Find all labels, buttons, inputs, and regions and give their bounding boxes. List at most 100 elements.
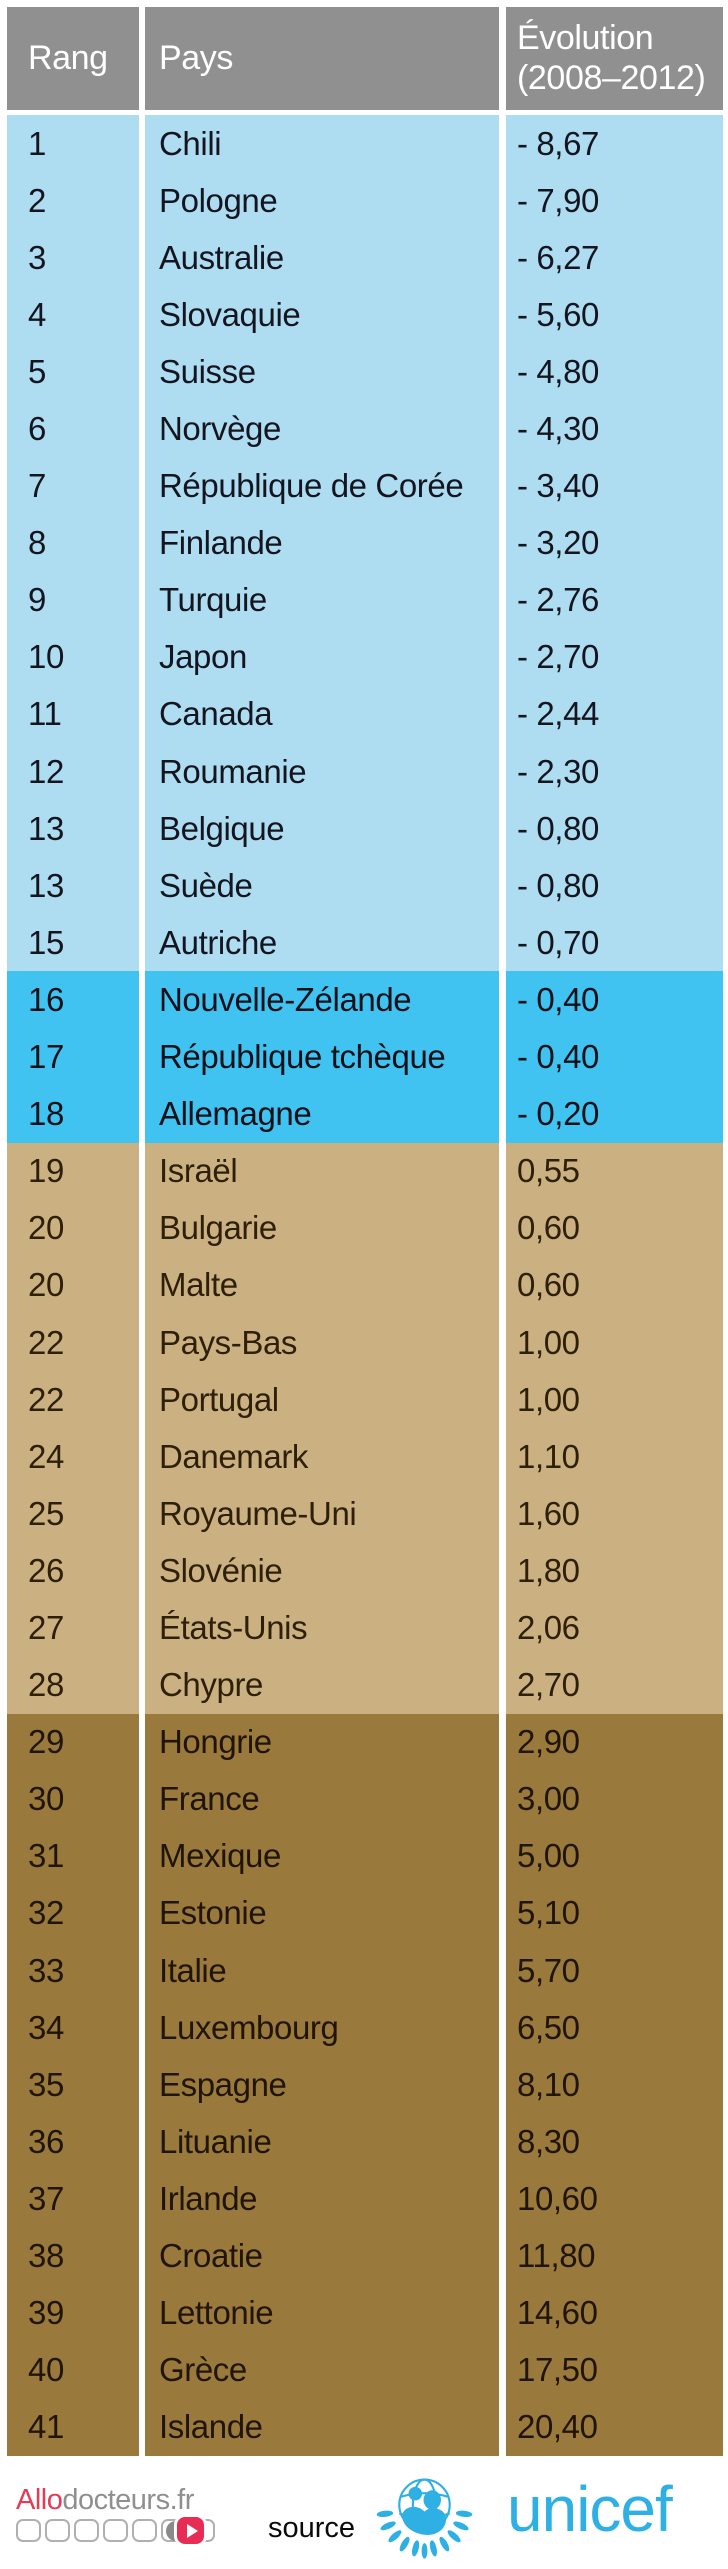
country-cell: Lettonie — [145, 2284, 499, 2342]
country-cell: Canada — [145, 685, 499, 744]
country-cell: Croatie — [145, 2227, 499, 2285]
rank-cell: 2 — [7, 172, 139, 230]
value-cell: 1,00 — [506, 1313, 723, 1372]
play-icon — [174, 2514, 207, 2547]
table-row: 17 République tchèque - 0,40 — [7, 1028, 723, 1086]
value-cell: - 0,80 — [506, 857, 723, 915]
value-cell: - 2,44 — [506, 685, 723, 744]
frame-icon — [45, 2519, 70, 2542]
rank-cell: 22 — [7, 1313, 139, 1372]
allodocteurs-wordmark-docteurs: docteurs.fr — [62, 2484, 194, 2516]
table-header-row: Rang Pays Évolution (2008–2012) — [7, 7, 723, 110]
country-cell: République de Corée — [145, 457, 499, 515]
table-row: 7 République de Corée - 3,40 — [7, 457, 723, 515]
rank-cell: 16 — [7, 971, 139, 1029]
country-cell: Israël — [145, 1142, 499, 1200]
table-row: 18 Allemagne - 0,20 — [7, 1085, 723, 1143]
header-rang: Rang — [7, 7, 139, 110]
rank-cell: 39 — [7, 2284, 139, 2342]
rank-cell: 17 — [7, 1028, 139, 1086]
rank-cell: 20 — [7, 1256, 139, 1314]
rank-cell: 8 — [7, 514, 139, 572]
value-cell: 5,00 — [506, 1827, 723, 1885]
table-row: 10 Japon - 2,70 — [7, 628, 723, 686]
rank-cell: 41 — [7, 2398, 139, 2456]
frame-icon — [16, 2519, 41, 2542]
header-pays: Pays — [145, 7, 499, 110]
value-cell: 1,80 — [506, 1542, 723, 1600]
value-cell: 0,60 — [506, 1256, 723, 1314]
rank-cell: 28 — [7, 1656, 139, 1714]
rank-cell: 4 — [7, 286, 139, 344]
table-row: 12 Roumanie - 2,30 — [7, 743, 723, 801]
frame-icon — [74, 2519, 99, 2542]
table-row: 22 Pays-Bas 1,00 — [7, 1313, 723, 1372]
value-cell: - 6,27 — [506, 229, 723, 287]
rank-cell: 20 — [7, 1199, 139, 1257]
table-row: 41 Islande 20,40 — [7, 2398, 723, 2456]
rank-cell: 19 — [7, 1142, 139, 1200]
allodocteurs-logo: Allodocteurs.fr — [16, 2486, 226, 2555]
table-row: 8 Finlande - 3,20 — [7, 514, 723, 572]
country-cell: Chypre — [145, 1656, 499, 1714]
table-row: 11 Canada - 2,44 — [7, 685, 723, 744]
value-cell: 2,06 — [506, 1599, 723, 1657]
table-row: 30 France 3,00 — [7, 1770, 723, 1828]
rank-cell: 32 — [7, 1884, 139, 1942]
footer: Allodocteurs.fr source — [0, 2456, 728, 2569]
country-cell: Italie — [145, 1942, 499, 2000]
table-row: 5 Suisse - 4,80 — [7, 343, 723, 401]
country-cell: Malte — [145, 1256, 499, 1314]
table-row: 31 Mexique 5,00 — [7, 1827, 723, 1885]
country-cell: Pays-Bas — [145, 1313, 499, 1372]
rank-cell: 25 — [7, 1485, 139, 1543]
source-label: source — [268, 2512, 356, 2544]
rank-cell: 36 — [7, 2113, 139, 2171]
value-cell: 3,00 — [506, 1770, 723, 1828]
country-cell: Chili — [145, 115, 499, 173]
value-cell: - 0,40 — [506, 1028, 723, 1086]
value-cell: - 2,30 — [506, 743, 723, 801]
country-cell: France — [145, 1770, 499, 1828]
value-cell: - 0,40 — [506, 971, 723, 1029]
country-cell: Irlande — [145, 2170, 499, 2228]
country-cell: Finlande — [145, 514, 499, 572]
country-cell: Slovaquie — [145, 286, 499, 344]
country-cell: Danemark — [145, 1428, 499, 1486]
rank-cell: 31 — [7, 1827, 139, 1885]
value-cell: - 2,70 — [506, 628, 723, 686]
rank-cell: 3 — [7, 229, 139, 287]
value-cell: 1,60 — [506, 1485, 723, 1543]
table-row: 28 Chypre 2,70 — [7, 1656, 723, 1714]
country-cell: Australie — [145, 229, 499, 287]
value-cell: 8,10 — [506, 2056, 723, 2114]
country-cell: République tchèque — [145, 1028, 499, 1086]
country-cell: Royaume-Uni — [145, 1485, 499, 1543]
table-row: 36 Lituanie 8,30 — [7, 2113, 723, 2171]
table-row: 15 Autriche - 0,70 — [7, 914, 723, 972]
country-cell: Turquie — [145, 571, 499, 629]
country-cell: Grèce — [145, 2341, 499, 2399]
table-row: 2 Pologne - 7,90 — [7, 172, 723, 230]
table-row: 13 Suède - 0,80 — [7, 857, 723, 915]
rank-cell: 26 — [7, 1542, 139, 1600]
value-cell: 10,60 — [506, 2170, 723, 2228]
table-row: 20 Bulgarie 0,60 — [7, 1199, 723, 1257]
unicef-wordmark: unicef — [507, 2473, 673, 2545]
frame-icon — [132, 2519, 157, 2542]
rank-cell: 24 — [7, 1428, 139, 1486]
country-cell: Espagne — [145, 2056, 499, 2114]
table-row: 24 Danemark 1,10 — [7, 1428, 723, 1486]
value-cell: 17,50 — [506, 2341, 723, 2399]
value-cell: - 0,80 — [506, 800, 723, 858]
rank-cell: 34 — [7, 1999, 139, 2057]
allodocteurs-wordmark-allo: Allo — [16, 2484, 63, 2516]
rank-cell: 5 — [7, 343, 139, 401]
table-row: 6 Norvège - 4,30 — [7, 400, 723, 458]
table-body: 1 Chili - 8,67 2 Pologne - 7,90 3 Austra… — [7, 115, 723, 2456]
value-cell: - 3,20 — [506, 514, 723, 572]
value-cell: - 2,76 — [506, 571, 723, 629]
value-cell: - 4,80 — [506, 343, 723, 401]
header-evolution-line1: Évolution — [517, 19, 654, 58]
